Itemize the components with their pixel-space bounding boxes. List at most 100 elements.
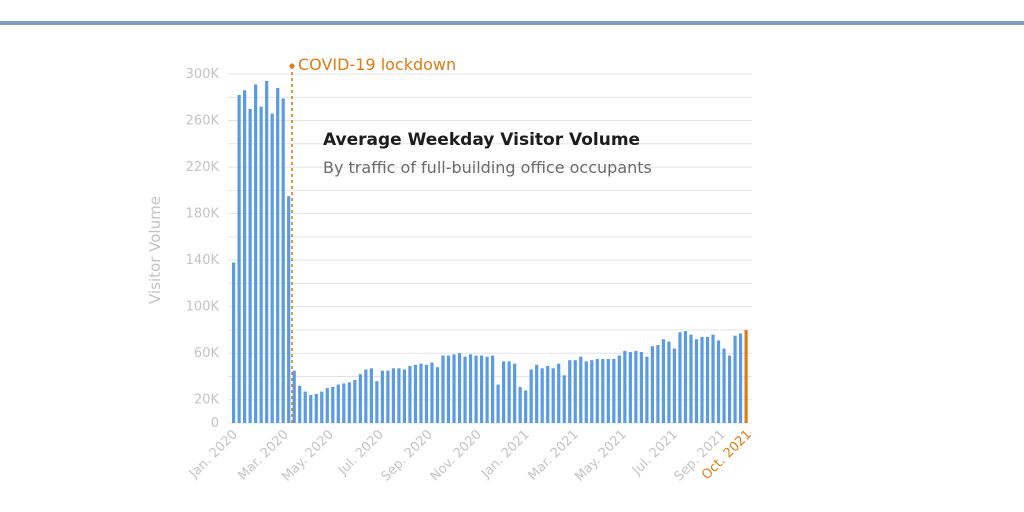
bar xyxy=(479,355,484,423)
bar xyxy=(595,359,599,423)
bar xyxy=(468,354,473,423)
lockdown-annotation xyxy=(289,63,295,423)
bar xyxy=(265,80,269,423)
x-tick-label: May. 2021 xyxy=(572,427,630,485)
x-tick-label: Jan. 2021 xyxy=(478,427,533,482)
bar xyxy=(535,364,539,423)
bar xyxy=(303,391,307,423)
bar xyxy=(518,386,522,423)
bar xyxy=(513,363,517,423)
bar xyxy=(419,363,423,423)
bar xyxy=(727,355,732,423)
bar xyxy=(463,356,467,423)
bar xyxy=(397,368,401,423)
bar xyxy=(491,355,495,423)
bar xyxy=(656,345,660,423)
bar xyxy=(694,339,699,423)
bar xyxy=(298,385,302,423)
bar xyxy=(738,333,743,423)
bar xyxy=(617,355,621,423)
bar xyxy=(342,383,346,423)
bar xyxy=(612,359,616,423)
chart-subtitle: By traffic of full-building office occup… xyxy=(323,158,652,177)
bar xyxy=(232,262,236,423)
bar xyxy=(424,364,429,423)
bar xyxy=(243,90,247,423)
bar xyxy=(573,360,577,423)
bar xyxy=(380,370,384,423)
bar xyxy=(634,350,638,423)
bar xyxy=(386,370,390,423)
bar xyxy=(408,365,412,423)
bar xyxy=(320,391,324,423)
bar xyxy=(722,348,726,423)
bar xyxy=(435,367,440,423)
bar xyxy=(276,87,280,424)
bar xyxy=(645,356,649,423)
bar xyxy=(639,352,643,423)
bar xyxy=(441,355,445,423)
lockdown-marker xyxy=(289,63,295,69)
grid-lines xyxy=(228,73,752,424)
bar xyxy=(287,196,291,423)
y-tick-label: 260K xyxy=(186,114,220,129)
bar xyxy=(601,359,605,423)
bar xyxy=(529,369,533,423)
bars xyxy=(232,80,748,424)
bar xyxy=(474,355,478,423)
bar xyxy=(678,332,682,423)
bar xyxy=(502,361,506,423)
bar xyxy=(254,84,258,423)
x-tick-label: Jan. 2020 xyxy=(186,427,241,482)
bar xyxy=(457,353,462,423)
bar xyxy=(590,360,594,423)
bar xyxy=(540,368,544,423)
bar xyxy=(446,355,451,423)
bar xyxy=(281,98,285,424)
y-tick-label: 300K xyxy=(186,67,220,82)
bar xyxy=(325,388,329,423)
bar xyxy=(347,382,351,423)
bar xyxy=(369,368,373,423)
bar xyxy=(402,369,407,423)
bar xyxy=(705,336,710,423)
bar xyxy=(650,346,655,423)
bar xyxy=(672,348,677,423)
y-axis-label: Visitor Volume xyxy=(146,196,164,304)
bar xyxy=(430,362,434,423)
bar xyxy=(496,384,500,423)
top-rule xyxy=(0,21,1024,25)
bar-highlight xyxy=(744,329,748,423)
bar xyxy=(507,361,511,423)
bar xyxy=(485,356,489,423)
y-tick-labels: 0 20K 60K 100K 140K 180K 220K 260K 300K xyxy=(186,67,220,431)
lockdown-label: COVID-19 lockdown xyxy=(298,55,457,74)
bar xyxy=(375,381,379,423)
bar xyxy=(309,395,313,423)
bar xyxy=(700,336,704,423)
x-tick-label: Jul. 2020 xyxy=(335,427,387,479)
bar xyxy=(628,352,632,423)
bar xyxy=(579,356,583,423)
bar xyxy=(331,386,335,423)
bar xyxy=(562,375,566,423)
bar xyxy=(551,368,555,423)
bar xyxy=(661,339,666,423)
bar xyxy=(259,106,263,423)
bar xyxy=(336,384,340,423)
y-tick-label: 20K xyxy=(194,393,220,408)
bar xyxy=(237,94,241,423)
bar xyxy=(524,390,528,423)
bar xyxy=(568,360,572,423)
y-tick-label: 180K xyxy=(186,207,220,222)
bar xyxy=(689,334,693,423)
bar xyxy=(391,368,396,423)
bar xyxy=(733,335,737,423)
x-tick-label: Sep. 2020 xyxy=(379,427,436,484)
bar xyxy=(270,113,274,423)
bar xyxy=(413,364,418,423)
y-tick-label: 60K xyxy=(194,346,220,361)
bar xyxy=(364,369,368,423)
